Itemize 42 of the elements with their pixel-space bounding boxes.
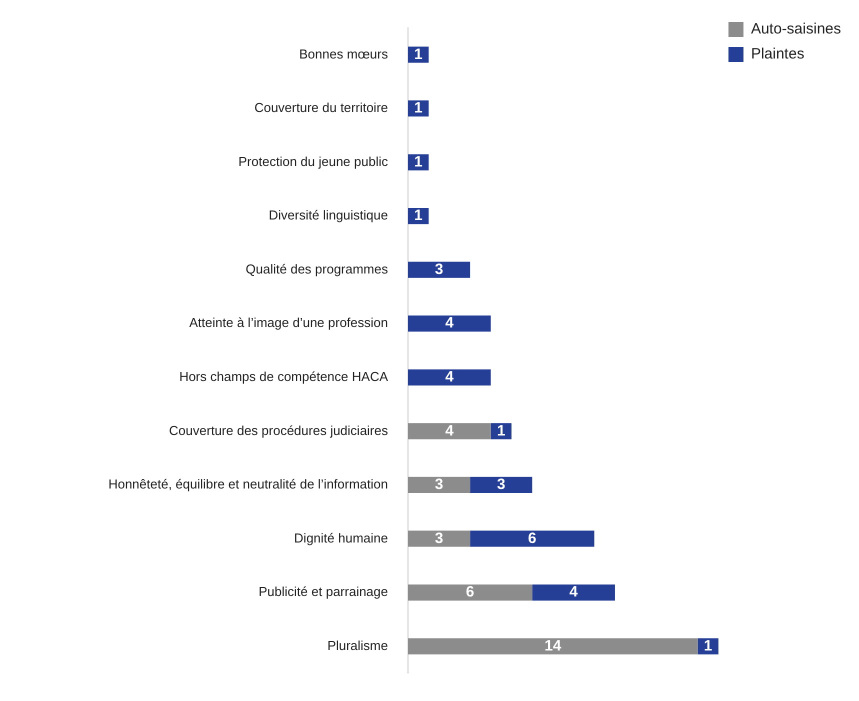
data-label: 1 bbox=[414, 100, 423, 117]
data-label: 1 bbox=[496, 422, 506, 440]
legend-label: Auto-saisines bbox=[750, 20, 842, 38]
legend-label: Plaintes bbox=[750, 46, 804, 63]
bar bbox=[408, 369, 491, 386]
bar bbox=[408, 476, 470, 494]
data-label: 3 bbox=[434, 530, 444, 547]
data-label: 1 bbox=[704, 637, 712, 654]
data-label: 1 bbox=[414, 207, 423, 224]
data-label: 4 bbox=[445, 422, 454, 440]
y-tick-label: Dignité humaine bbox=[294, 530, 388, 546]
y-tick-label: Bonnes mœurs bbox=[299, 46, 388, 62]
bar bbox=[408, 262, 470, 278]
bar bbox=[408, 423, 491, 440]
data-label: 6 bbox=[528, 530, 536, 547]
y-tick-label: Protection du jeune public bbox=[238, 154, 388, 169]
y-tick-label: Honnêteté, équilibre et neutralité de l’information bbox=[108, 476, 388, 492]
data-label: 3 bbox=[434, 476, 444, 494]
data-label: 1 bbox=[414, 153, 423, 170]
data-label: 14 bbox=[544, 637, 562, 654]
y-tick-label: Diversité linguistique bbox=[268, 208, 388, 223]
y-tick-label: Couverture du territoire bbox=[254, 100, 388, 116]
bar bbox=[408, 530, 470, 547]
bar bbox=[532, 584, 615, 601]
y-tick-label: Hors champs de compétence HACA bbox=[179, 368, 388, 384]
data-label: 3 bbox=[434, 260, 444, 278]
bar bbox=[470, 476, 532, 494]
data-label: 6 bbox=[466, 584, 474, 601]
bar bbox=[408, 584, 532, 601]
y-tick-label: Couverture des procédures judiciaires bbox=[169, 422, 388, 438]
y-tick-label: Pluralisme bbox=[327, 638, 388, 653]
y-tick-label: Atteinte à l’image d’une profession bbox=[189, 315, 388, 330]
y-tick-label: Qualité des programmes bbox=[246, 261, 388, 276]
data-label: 4 bbox=[445, 314, 454, 332]
data-label: 4 bbox=[445, 368, 454, 386]
data-label: 1 bbox=[414, 46, 423, 63]
data-label: 4 bbox=[569, 584, 578, 601]
y-tick-label: Publicité et parrainage bbox=[258, 584, 388, 600]
bar bbox=[408, 316, 491, 332]
bar bbox=[408, 638, 698, 654]
bar bbox=[470, 530, 594, 547]
data-label: 3 bbox=[496, 476, 506, 494]
